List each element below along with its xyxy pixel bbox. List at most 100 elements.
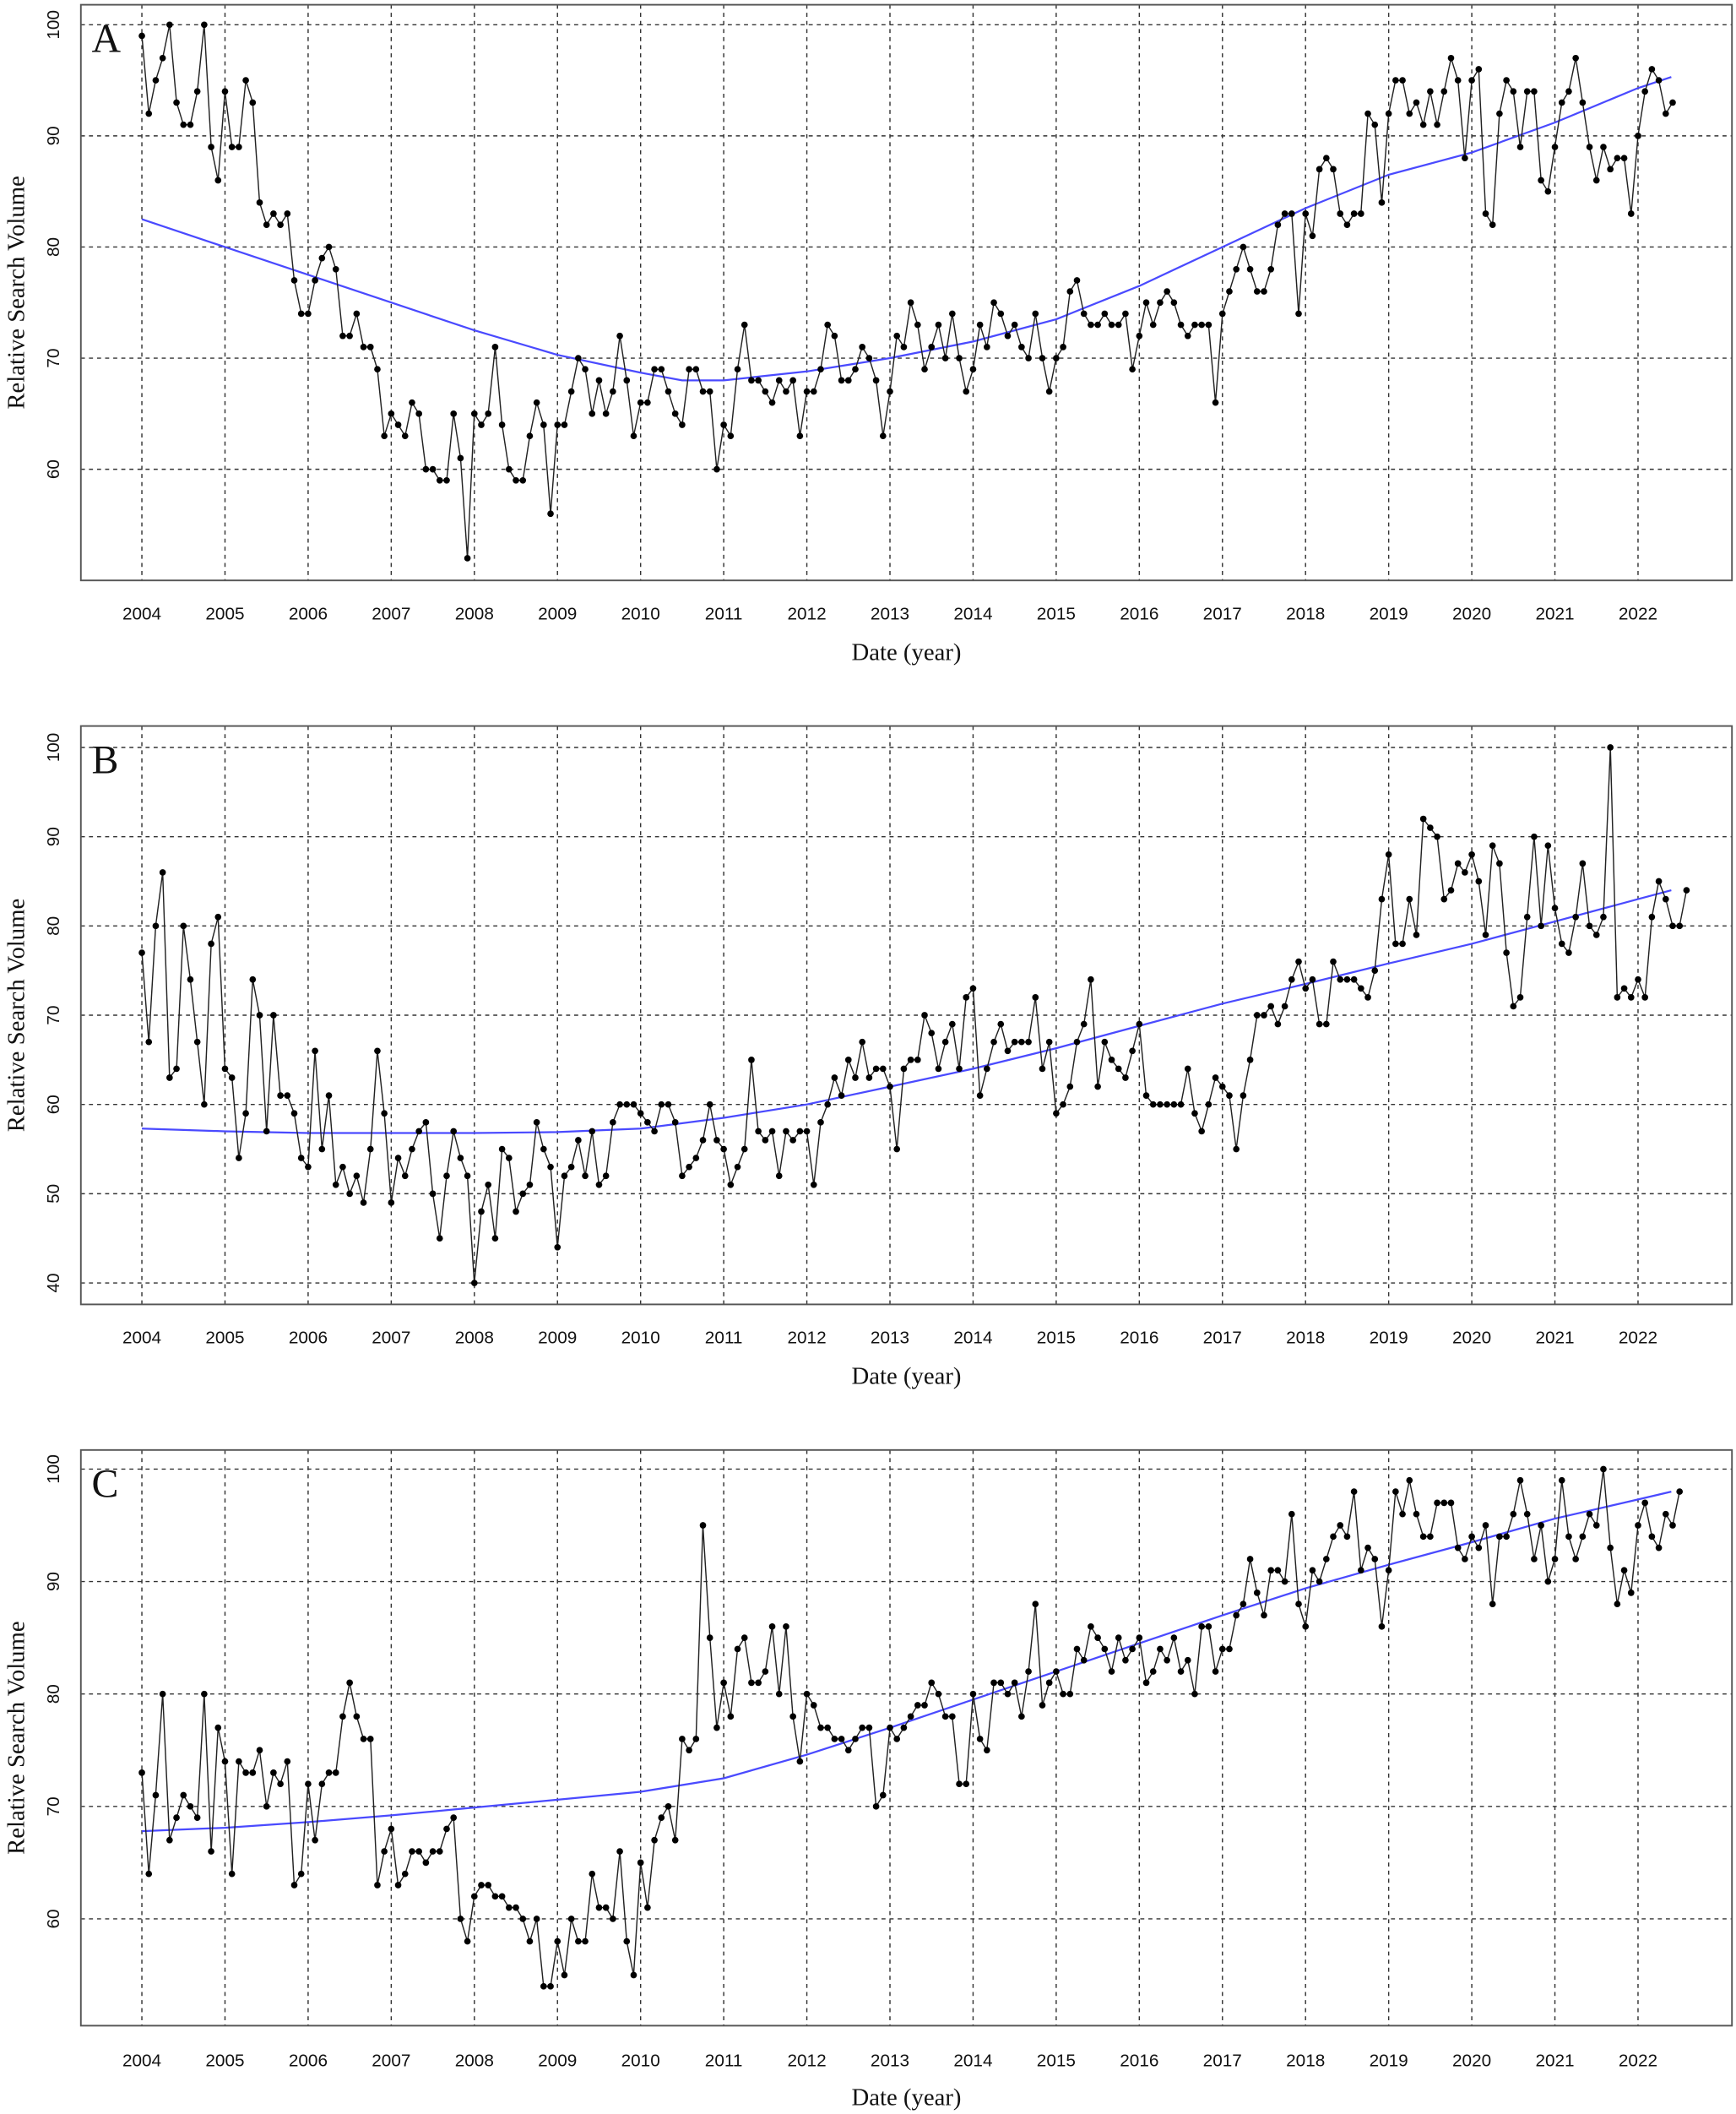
data-point xyxy=(374,366,381,373)
plot-frame xyxy=(79,725,1733,1306)
data-point xyxy=(602,1172,610,1180)
x-tick-label: 2013 xyxy=(871,2051,909,2070)
data-point xyxy=(831,1074,838,1081)
data-point xyxy=(1288,1510,1295,1518)
data-point xyxy=(443,1172,450,1180)
y-axis-label: Relative Search Volume xyxy=(3,176,30,409)
data-point xyxy=(859,1724,866,1731)
data-point xyxy=(665,1100,672,1108)
data-point xyxy=(429,1848,437,1855)
data-point xyxy=(1434,1499,1440,1507)
x-tick-label: 2015 xyxy=(1037,1329,1076,1348)
data-point xyxy=(1073,1645,1081,1653)
data-point xyxy=(1101,1645,1109,1653)
data-point xyxy=(1004,1690,1012,1698)
data-point xyxy=(1607,166,1614,173)
data-point xyxy=(699,1522,707,1529)
data-point xyxy=(1565,1533,1572,1541)
data-point xyxy=(1558,99,1565,106)
data-point xyxy=(1122,310,1129,318)
data-point xyxy=(1358,1567,1364,1574)
data-point xyxy=(1516,994,1524,1001)
data-point xyxy=(1094,321,1101,329)
data-point xyxy=(567,388,575,395)
data-point xyxy=(984,1065,990,1073)
data-point xyxy=(312,277,318,284)
data-point xyxy=(450,410,458,417)
data-point xyxy=(748,1057,755,1063)
data-point xyxy=(1440,895,1448,903)
data-point xyxy=(1032,994,1039,1001)
data-point xyxy=(318,1780,326,1788)
plot-frame xyxy=(79,3,1733,582)
data-point xyxy=(762,1137,769,1144)
data-point xyxy=(1288,975,1295,983)
data-point xyxy=(1149,321,1157,329)
x-tick-label: 2021 xyxy=(1535,2051,1574,2070)
data-point xyxy=(332,1181,339,1188)
data-point xyxy=(1073,1038,1081,1046)
data-point xyxy=(263,221,270,228)
data-point xyxy=(1157,299,1164,307)
data-point xyxy=(783,1128,789,1135)
x-tick-label: 2017 xyxy=(1203,1329,1242,1348)
data-point xyxy=(1406,895,1413,903)
data-point xyxy=(872,1065,880,1073)
data-point xyxy=(1614,1600,1621,1608)
x-tick-label: 2020 xyxy=(1452,2051,1491,2070)
data-point xyxy=(1468,77,1475,84)
data-point xyxy=(1523,88,1531,95)
data-point xyxy=(789,377,796,384)
data-point xyxy=(429,1190,437,1198)
data-point xyxy=(159,869,166,876)
data-point xyxy=(478,421,485,428)
data-point xyxy=(775,1172,783,1180)
data-point xyxy=(346,332,353,340)
data-point xyxy=(1011,321,1018,329)
data-point xyxy=(1177,1668,1185,1675)
data-point xyxy=(1129,1645,1136,1653)
data-point xyxy=(1544,1578,1552,1585)
data-point xyxy=(1399,940,1406,948)
data-point xyxy=(914,1702,921,1709)
y-tick-label: 60 xyxy=(44,459,63,479)
data-point xyxy=(339,1713,346,1720)
data-point xyxy=(394,1155,402,1161)
data-point xyxy=(561,421,568,428)
data-point xyxy=(630,432,637,439)
data-point xyxy=(214,913,222,921)
data-point xyxy=(1080,1020,1088,1028)
data-point xyxy=(1468,1533,1475,1541)
data-point xyxy=(1635,975,1641,983)
panel-b: 2004 2005 2006 2007 2008 2009 2010 2011 2012 2013… xyxy=(3,725,1733,1390)
data-point xyxy=(686,366,692,373)
data-point xyxy=(1635,133,1641,139)
data-point xyxy=(1607,1544,1614,1552)
data-point xyxy=(325,243,333,251)
data-point xyxy=(1565,88,1572,95)
data-point xyxy=(353,310,361,318)
data-point xyxy=(644,1118,651,1126)
data-point xyxy=(963,994,970,1001)
data-point xyxy=(679,421,686,428)
data-point xyxy=(637,1859,644,1867)
data-point xyxy=(450,1814,458,1821)
x-tick-label: 2008 xyxy=(455,1329,494,1348)
data-point xyxy=(297,1155,305,1161)
data-point xyxy=(152,77,160,84)
data-point xyxy=(1572,1556,1579,1562)
data-point xyxy=(1434,121,1440,128)
data-point xyxy=(1177,321,1185,329)
x-tick-label: 2022 xyxy=(1619,605,1657,624)
data-point xyxy=(561,1971,568,1979)
data-point xyxy=(630,1971,637,1979)
data-point xyxy=(741,1634,748,1641)
data-point xyxy=(1600,913,1607,921)
data-point xyxy=(1322,155,1330,162)
y-tick-label: 100 xyxy=(44,10,63,40)
x-tick-label: 2012 xyxy=(787,1329,826,1348)
data-point xyxy=(1544,187,1552,195)
data-point xyxy=(1641,994,1649,1001)
data-point xyxy=(1149,1668,1157,1675)
data-point xyxy=(893,1736,901,1742)
